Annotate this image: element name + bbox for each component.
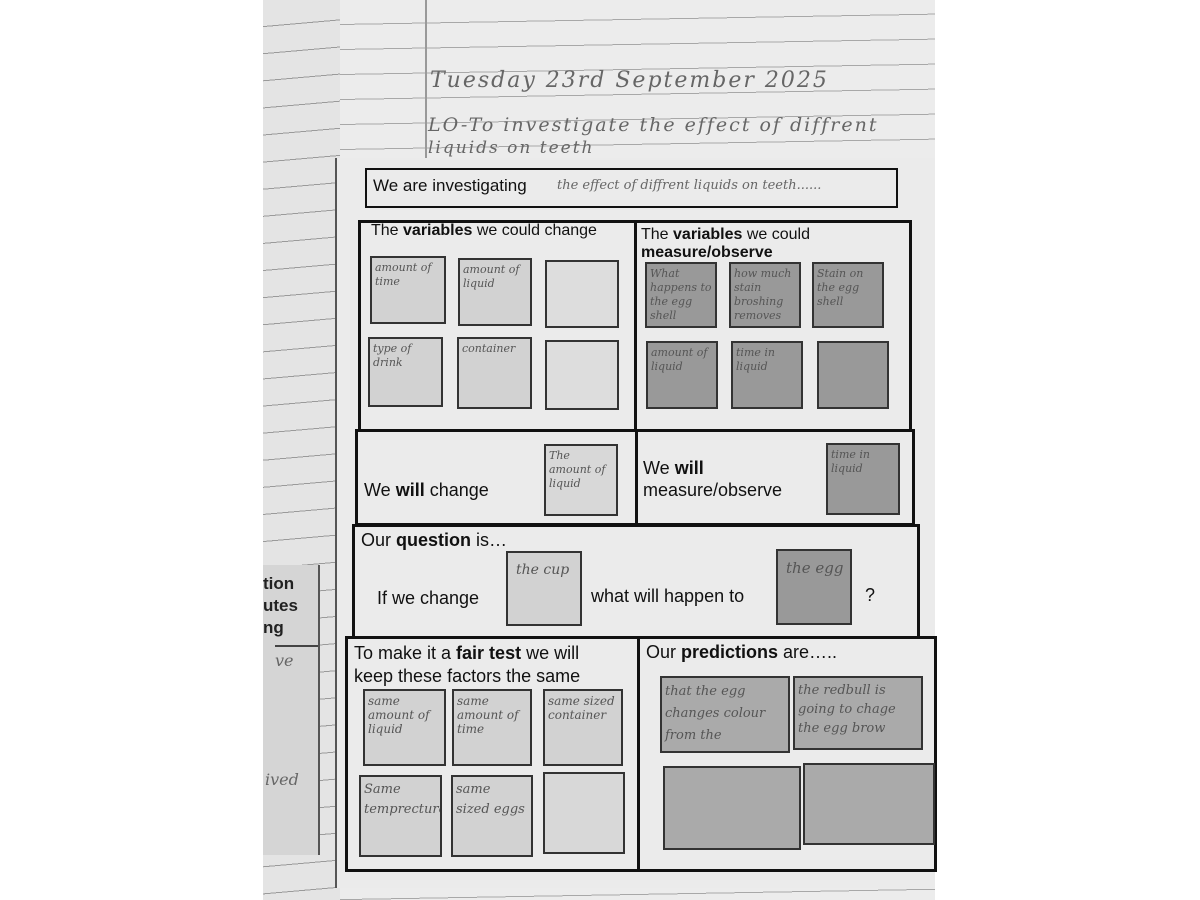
prediction-card: that the egg changes colour from the	[660, 676, 790, 753]
will-measure-label: We will measure/observe	[643, 457, 782, 501]
t: we will	[521, 643, 580, 663]
t: Our	[646, 642, 682, 662]
t: We	[364, 480, 396, 500]
t: The	[371, 222, 404, 239]
will-measure-card: time in liquid	[826, 443, 900, 515]
question-mark: ?	[865, 585, 876, 605]
t: keep these factors the same	[354, 666, 581, 686]
t: will	[674, 458, 704, 478]
t: measure/observe	[643, 480, 783, 500]
question-result-card: the egg	[776, 549, 852, 625]
change-card: amount of liquid	[458, 258, 532, 326]
change-card: amount of time	[370, 256, 446, 324]
question-change-card: the cup	[506, 551, 582, 626]
fair-test-card	[543, 772, 625, 854]
change-card: type of drink	[368, 337, 443, 407]
predictions-box: Our predictions are…..	[637, 636, 937, 872]
fair-test-card: same sized container	[543, 689, 623, 766]
prediction-card	[803, 763, 935, 845]
measure-card	[817, 341, 889, 409]
t: Our	[361, 530, 397, 550]
measure-card: amount of liquid	[646, 341, 718, 409]
fair-test-card: Same temprecture	[359, 775, 442, 857]
fragment-hand: ived	[265, 770, 299, 789]
t: question	[396, 530, 472, 550]
will-change-card: The amount of liquid	[544, 444, 618, 516]
t: is…	[471, 530, 508, 550]
divider	[635, 432, 638, 524]
t: predictions	[681, 642, 779, 662]
change-card: container	[457, 337, 532, 409]
change-variables-heading: The variables we could change	[371, 222, 597, 240]
t: measure/observe	[641, 244, 773, 261]
handwritten-date: Tuesday 23rd September 2025	[430, 68, 829, 93]
fragment-text: utes	[263, 596, 298, 615]
t: will	[395, 480, 425, 500]
fair-test-card: same amount of liquid	[363, 689, 446, 766]
t: variables	[673, 226, 743, 243]
change-card	[545, 340, 619, 410]
learning-objective-cont: liquids on teeth	[428, 138, 595, 158]
t: The	[641, 226, 674, 243]
fair-test-card: same amount of time	[452, 689, 532, 766]
t: fair test	[456, 643, 522, 663]
will-change-label: We will change	[364, 480, 489, 501]
t: are…..	[778, 642, 838, 662]
measure-card: time in liquid	[731, 341, 803, 409]
fragment-text: ng	[263, 618, 284, 637]
measure-card: how much stain broshing removes	[729, 262, 801, 328]
t: variables	[403, 222, 473, 239]
t: we could change	[472, 222, 597, 239]
investigating-box: We are investigating the effect of diffr…	[365, 168, 898, 208]
what-happen-text: what will happen to	[591, 586, 745, 606]
fragment-text: tion	[263, 574, 295, 593]
measure-card: What happens to the egg shell	[645, 262, 717, 328]
if-change-text: If we change	[377, 588, 480, 608]
change-card	[545, 260, 619, 328]
t: We	[643, 458, 675, 478]
left-worksheet-fragment: tion utes ng ve ived	[263, 565, 320, 855]
prediction-card	[663, 766, 801, 850]
investigating-label: We are investigating	[373, 176, 527, 195]
measure-variables-heading: The variables we could measure/observe	[641, 226, 810, 262]
fragment-hand: ve	[275, 645, 318, 670]
t: change	[424, 480, 489, 500]
t: To make it a	[354, 643, 457, 663]
learning-objective: LO-To investigate the effect of diffrent	[428, 114, 879, 136]
fair-test-card: same sized eggs	[451, 775, 533, 857]
divider	[634, 223, 637, 429]
predictions-heading: Our predictions are…..	[646, 642, 837, 663]
investigating-answer: the effect of diffrent liquids on teeth.…	[557, 178, 822, 193]
fair-test-heading: To make it a fair test we will keep these…	[354, 642, 580, 688]
t: we could	[742, 226, 810, 243]
margin-line	[425, 0, 427, 170]
question-heading: Our question is…	[361, 530, 507, 551]
prediction-card: the redbull is going to chage the egg br…	[793, 676, 923, 750]
measure-card: Stain on the egg shell	[812, 262, 884, 328]
